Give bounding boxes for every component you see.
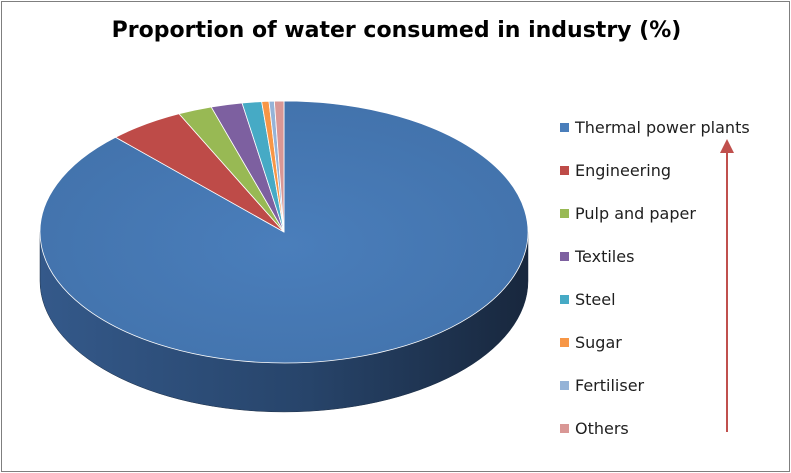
legend-label-pulp-and-paper: Pulp and paper [575, 204, 696, 223]
legend-swatch-textiles [560, 252, 569, 261]
legend-swatch-steel [560, 295, 569, 304]
legend-label-textiles: Textiles [574, 247, 634, 266]
legend-swatch-others [560, 424, 569, 433]
legend-label-thermal-power-plants: Thermal power plants [574, 118, 750, 137]
pie-top-layer [39, 100, 529, 364]
legend: Thermal power plants Engineering Pulp and … [560, 118, 750, 438]
legend-label-engineering: Engineering [575, 161, 671, 180]
pie-slice-others [273, 100, 285, 233]
legend-label-fertiliser: Fertiliser [575, 376, 645, 395]
legend-swatch-engineering [560, 166, 569, 175]
legend-label-others: Others [575, 419, 629, 438]
legend-swatch-pulp-and-paper [560, 209, 569, 218]
legend-swatch-fertiliser [560, 381, 569, 390]
legend-swatch-sugar [560, 338, 569, 347]
legend-swatch-thermal-power-plants [560, 123, 569, 132]
chart-title: Proportion of water consumed in industry… [111, 18, 682, 43]
legend-label-sugar: Sugar [575, 333, 622, 352]
legend-label-steel: Steel [575, 290, 616, 309]
